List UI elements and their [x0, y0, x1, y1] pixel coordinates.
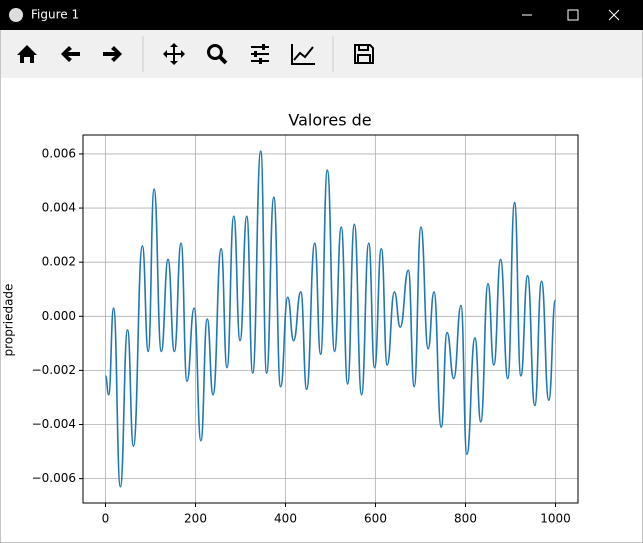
- zoom-button[interactable]: [207, 44, 228, 65]
- pan-button[interactable]: [163, 43, 185, 65]
- x-tick-label: 0: [102, 512, 110, 526]
- toolbar: [1, 30, 642, 78]
- x-tick-label: 600: [364, 512, 387, 526]
- home-button[interactable]: [17, 45, 37, 63]
- y-axis-label: propriedade: [2, 284, 16, 357]
- plot-area: [83, 135, 578, 503]
- x-tick-label: 400: [274, 512, 297, 526]
- y-tick-label: −0.002: [32, 363, 76, 377]
- x-tick-label: 200: [184, 512, 207, 526]
- close-button[interactable]: [608, 9, 620, 21]
- y-tick-label: 0.004: [42, 201, 76, 215]
- configure-button[interactable]: [251, 44, 269, 64]
- y-tick-label: 0.002: [42, 255, 76, 269]
- y-tick-label: −0.004: [32, 417, 76, 431]
- y-tick-label: 0.000: [42, 309, 76, 323]
- x-tick-label: 1000: [540, 512, 571, 526]
- edit-axes-button[interactable]: [291, 44, 315, 65]
- data-line: [104, 150, 557, 488]
- y-tick-label: −0.006: [32, 471, 76, 485]
- back-button[interactable]: [61, 46, 80, 62]
- x-tick-label: 800: [454, 512, 477, 526]
- save-button[interactable]: [354, 44, 374, 64]
- window-title: Figure 1: [31, 8, 79, 22]
- title-bar: [0, 0, 643, 30]
- plot: −0.006 −0.004 −0.002 0.000 0.002 0.004 0.006 0 2…: [32, 135, 578, 526]
- axes-frame: [82, 134, 579, 504]
- forward-button[interactable]: [103, 46, 122, 62]
- chart-title: Valores de: [288, 111, 371, 130]
- y-tick-label: 0.006: [42, 146, 76, 160]
- app-icon: [9, 8, 23, 22]
- maximize-button[interactable]: [567, 9, 579, 21]
